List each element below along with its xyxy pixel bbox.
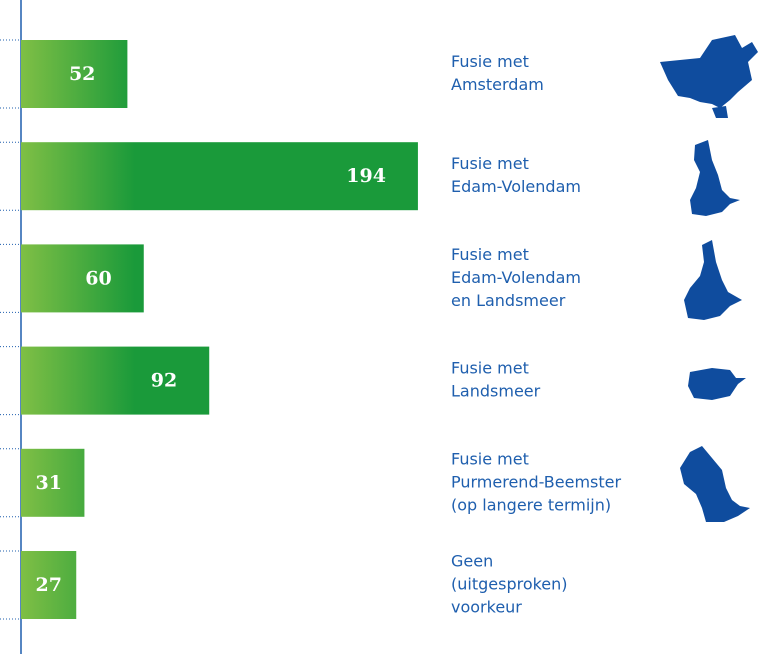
category-label: Fusie met bbox=[451, 154, 529, 173]
category-label: Landsmeer bbox=[451, 382, 541, 401]
category-label: Fusie met bbox=[451, 245, 529, 264]
category-label: Purmerend-Beemster bbox=[451, 472, 622, 491]
category-label: Amsterdam bbox=[451, 75, 544, 94]
category-label: (op langere termijn) bbox=[451, 495, 611, 514]
bar-value-label: 31 bbox=[36, 472, 62, 494]
bar-value-label: 52 bbox=[69, 63, 95, 85]
bar-value-label: 92 bbox=[151, 370, 177, 392]
category-label: Fusie met bbox=[451, 449, 529, 468]
category-label: Edam-Volendam bbox=[451, 268, 581, 287]
map-icons bbox=[660, 35, 758, 522]
map-icon bbox=[690, 140, 740, 216]
map-icon bbox=[660, 35, 758, 118]
category-label: Edam-Volendam bbox=[451, 177, 581, 196]
bar bbox=[21, 346, 210, 415]
bar-value-label: 27 bbox=[36, 574, 62, 596]
map-icon bbox=[684, 240, 742, 320]
category-label: en Landsmeer bbox=[451, 291, 566, 310]
bar bbox=[21, 551, 77, 619]
map-icon bbox=[680, 446, 750, 522]
category-label: (uitgesproken) bbox=[451, 575, 568, 594]
bar bbox=[21, 244, 144, 313]
category-label: voorkeur bbox=[451, 598, 522, 617]
bar bbox=[21, 448, 85, 517]
bar bbox=[21, 40, 128, 108]
category-label: Fusie met bbox=[451, 52, 529, 71]
category-label: Fusie met bbox=[451, 359, 529, 378]
category-label: Geen bbox=[451, 552, 493, 571]
bar bbox=[21, 142, 418, 211]
map-icon bbox=[688, 368, 746, 400]
bar-value-label: 194 bbox=[346, 165, 386, 187]
bar-value-label: 60 bbox=[85, 267, 111, 289]
